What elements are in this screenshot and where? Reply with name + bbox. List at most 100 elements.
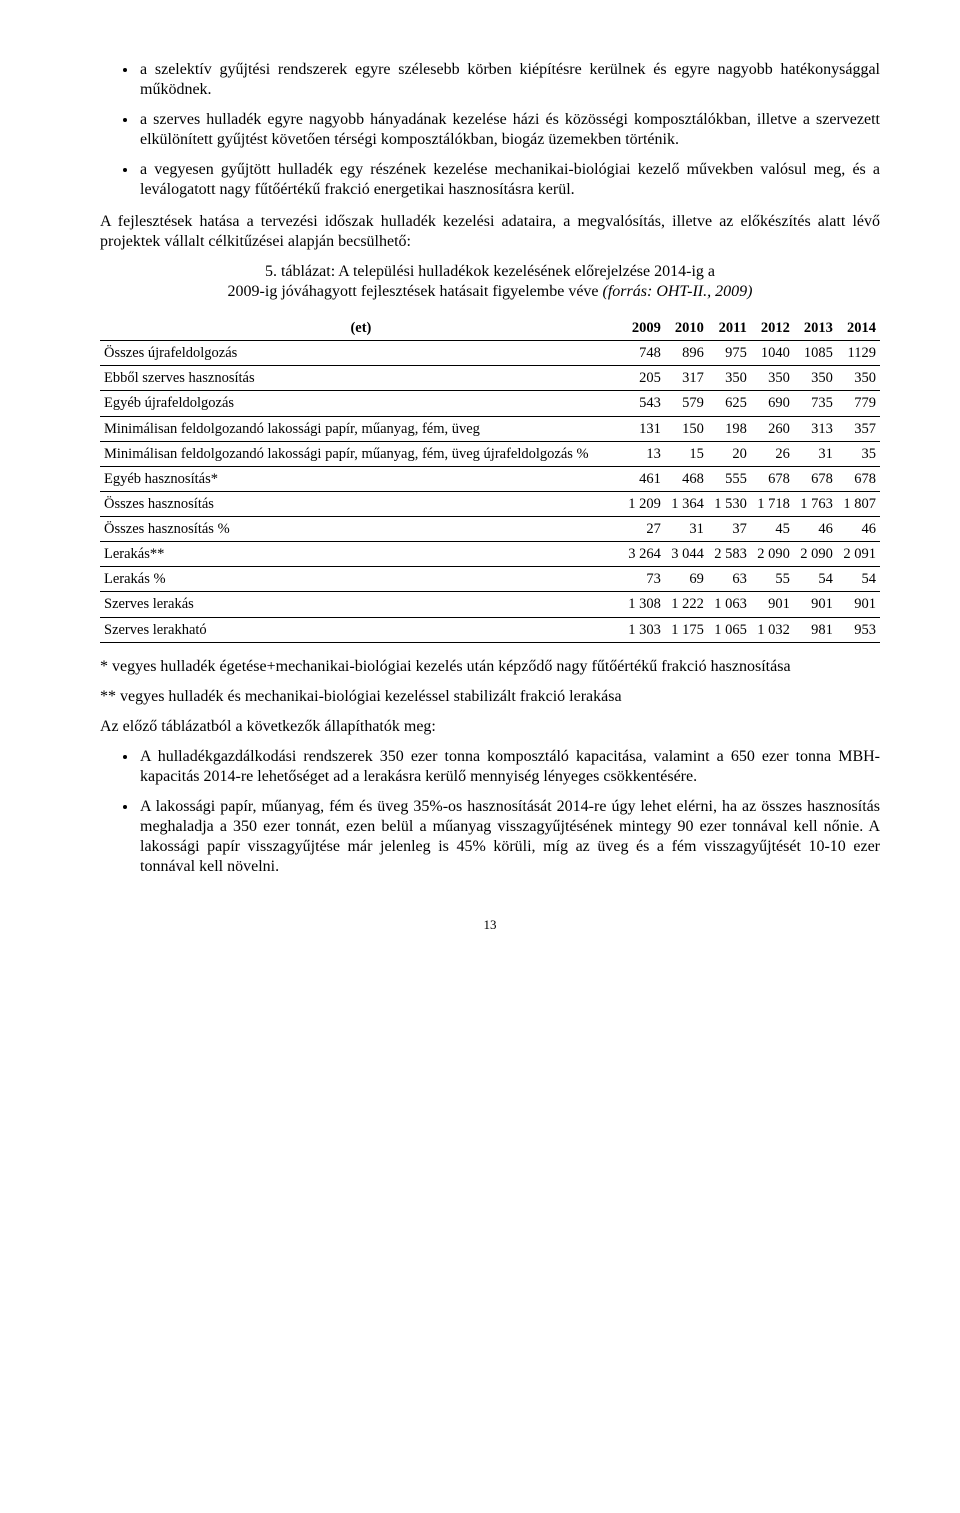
cell-value: 31 xyxy=(665,517,708,542)
cell-value: 748 xyxy=(622,341,665,366)
cell-value: 555 xyxy=(708,466,751,491)
row-label: Lerakás** xyxy=(100,542,622,567)
table-row: Minimálisan feldolgozandó lakossági papí… xyxy=(100,416,880,441)
cell-value: 3 264 xyxy=(622,542,665,567)
bullet-item: a vegyesen gyűjtött hulladék egy részéne… xyxy=(138,160,880,200)
cell-value: 350 xyxy=(708,366,751,391)
cell-value: 1 364 xyxy=(665,491,708,516)
bullet-item: a szelektív gyűjtési rendszerek egyre sz… xyxy=(138,60,880,100)
cell-value: 20 xyxy=(708,441,751,466)
cell-value: 350 xyxy=(794,366,837,391)
cell-value: 2 091 xyxy=(837,542,880,567)
cell-value: 896 xyxy=(665,341,708,366)
cell-value: 2 583 xyxy=(708,542,751,567)
row-label: Minimálisan feldolgozandó lakossági papí… xyxy=(100,441,622,466)
intro-paragraph: A fejlesztések hatása a tervezési idősza… xyxy=(100,212,880,252)
table-row: Ebből szerves hasznosítás205317350350350… xyxy=(100,366,880,391)
cell-value: 46 xyxy=(837,517,880,542)
table-row: Egyéb újrafeldolgozás543579625690735779 xyxy=(100,391,880,416)
forecast-table: (et) 2009 2010 2011 2012 2013 2014 Össze… xyxy=(100,316,880,643)
bottom-bullet-list: A hulladékgazdálkodási rendszerek 350 ez… xyxy=(100,747,880,877)
year-header: 2012 xyxy=(751,316,794,341)
cell-value: 625 xyxy=(708,391,751,416)
row-label: Szerves lerakás xyxy=(100,592,622,617)
row-label: Lerakás % xyxy=(100,567,622,592)
cell-value: 1040 xyxy=(751,341,794,366)
cell-value: 2 090 xyxy=(794,542,837,567)
cell-value: 13 xyxy=(622,441,665,466)
cell-value: 981 xyxy=(794,617,837,642)
year-header: 2009 xyxy=(622,316,665,341)
row-label: Összes hasznosítás % xyxy=(100,517,622,542)
bullet-item: a szerves hulladék egyre nagyobb hányadá… xyxy=(138,110,880,150)
bullet-item: A lakossági papír, műanyag, fém és üveg … xyxy=(138,797,880,877)
table-row: Összes hasznosítás %273137454646 xyxy=(100,517,880,542)
cell-value: 1 530 xyxy=(708,491,751,516)
cell-value: 55 xyxy=(751,567,794,592)
cell-value: 313 xyxy=(794,416,837,441)
row-label: Szerves lerakható xyxy=(100,617,622,642)
table-row: Szerves lerakható1 3031 1751 0651 032981… xyxy=(100,617,880,642)
cell-value: 1 209 xyxy=(622,491,665,516)
year-header: 2014 xyxy=(837,316,880,341)
cell-value: 678 xyxy=(837,466,880,491)
cell-value: 1 222 xyxy=(665,592,708,617)
year-header: 2013 xyxy=(794,316,837,341)
year-header: 2011 xyxy=(708,316,751,341)
cell-value: 1 065 xyxy=(708,617,751,642)
cell-value: 1085 xyxy=(794,341,837,366)
footnote-2: ** vegyes hulladék és mechanikai-biológi… xyxy=(100,687,880,707)
row-label: Összes újrafeldolgozás xyxy=(100,341,622,366)
cell-value: 357 xyxy=(837,416,880,441)
table-row: Összes hasznosítás1 2091 3641 5301 7181 … xyxy=(100,491,880,516)
row-label: Minimálisan feldolgozandó lakossági papí… xyxy=(100,416,622,441)
cell-value: 678 xyxy=(794,466,837,491)
cell-value: 35 xyxy=(837,441,880,466)
cell-value: 1 032 xyxy=(751,617,794,642)
cell-value: 26 xyxy=(751,441,794,466)
cell-value: 543 xyxy=(622,391,665,416)
cell-value: 205 xyxy=(622,366,665,391)
cell-value: 1 763 xyxy=(794,491,837,516)
table-row: Összes újrafeldolgozás748896975104010851… xyxy=(100,341,880,366)
caption-plain: 2009-ig jóváhagyott fejlesztések hatásai… xyxy=(228,283,603,300)
cell-value: 3 044 xyxy=(665,542,708,567)
cell-value: 1 718 xyxy=(751,491,794,516)
cell-value: 690 xyxy=(751,391,794,416)
row-label: Egyéb hasznosítás* xyxy=(100,466,622,491)
cell-value: 1 175 xyxy=(665,617,708,642)
cell-value: 901 xyxy=(751,592,794,617)
cell-value: 735 xyxy=(794,391,837,416)
cell-value: 1 303 xyxy=(622,617,665,642)
cell-value: 37 xyxy=(708,517,751,542)
cell-value: 678 xyxy=(751,466,794,491)
cell-value: 2 090 xyxy=(751,542,794,567)
year-header: 2010 xyxy=(665,316,708,341)
cell-value: 260 xyxy=(751,416,794,441)
cell-value: 317 xyxy=(665,366,708,391)
cell-value: 198 xyxy=(708,416,751,441)
cell-value: 1 308 xyxy=(622,592,665,617)
header-label: (et) xyxy=(100,316,622,341)
cell-value: 46 xyxy=(794,517,837,542)
table-header-row: (et) 2009 2010 2011 2012 2013 2014 xyxy=(100,316,880,341)
cell-value: 953 xyxy=(837,617,880,642)
cell-value: 54 xyxy=(794,567,837,592)
cell-value: 131 xyxy=(622,416,665,441)
row-label: Ebből szerves hasznosítás xyxy=(100,366,622,391)
table-row: Szerves lerakás1 3081 2221 063901901901 xyxy=(100,592,880,617)
cell-value: 461 xyxy=(622,466,665,491)
cell-value: 350 xyxy=(751,366,794,391)
table-row: Minimálisan feldolgozandó lakossági papí… xyxy=(100,441,880,466)
caption-line-1: 5. táblázat: A települési hulladékok kez… xyxy=(100,262,880,282)
table-row: Lerakás %736963555454 xyxy=(100,567,880,592)
cell-value: 579 xyxy=(665,391,708,416)
bullet-item: A hulladékgazdálkodási rendszerek 350 ez… xyxy=(138,747,880,787)
cell-value: 1 807 xyxy=(837,491,880,516)
cell-value: 69 xyxy=(665,567,708,592)
cell-value: 27 xyxy=(622,517,665,542)
row-label: Egyéb újrafeldolgozás xyxy=(100,391,622,416)
cell-value: 54 xyxy=(837,567,880,592)
cell-value: 1 063 xyxy=(708,592,751,617)
row-label: Összes hasznosítás xyxy=(100,491,622,516)
